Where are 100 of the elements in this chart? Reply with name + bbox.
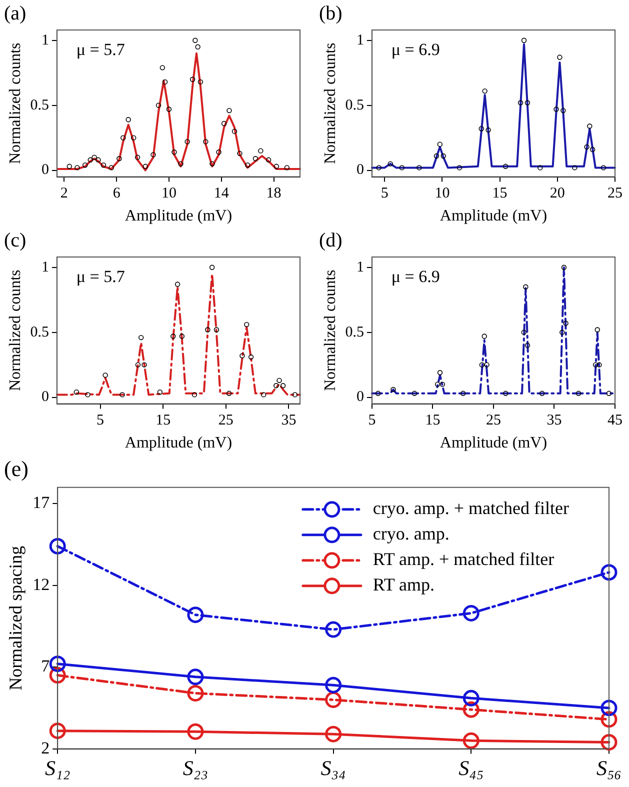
y-tick-label: 0.5 [345, 324, 364, 340]
point [120, 135, 126, 140]
point [478, 126, 484, 132]
point [142, 164, 148, 170]
y-tick-label: 1 [356, 32, 364, 48]
chart-title: (e) [4, 456, 28, 481]
point [503, 390, 508, 396]
point [248, 354, 254, 360]
point [195, 44, 200, 50]
point [524, 100, 530, 106]
y-tick-label: 0 [356, 389, 364, 406]
x-axis-title: Amplitude (mV) [440, 434, 548, 452]
x-tick-label: 14 [214, 186, 230, 202]
point [554, 106, 559, 112]
point [258, 148, 264, 154]
x-tick-label: 15 [492, 186, 508, 202]
point [600, 700, 618, 716]
x-tick-label: 20 [550, 186, 565, 202]
point [150, 152, 156, 158]
point [166, 106, 172, 112]
point [252, 156, 258, 162]
point [462, 604, 480, 622]
x-axis-title: Amplitude (mV) [124, 434, 232, 452]
point [187, 668, 204, 686]
x-tick-label: 25 [486, 412, 501, 429]
point [244, 322, 250, 328]
line-series [56, 272, 301, 396]
y-tick-label: 0.5 [345, 97, 364, 114]
point [576, 390, 582, 396]
point [390, 386, 396, 392]
point [138, 334, 144, 340]
point [134, 154, 140, 160]
annotation: μ = 6.9 [391, 266, 440, 286]
x-tick-label: 10 [161, 186, 176, 202]
point [174, 282, 180, 287]
point [416, 165, 422, 170]
x-tick-label: S₃₄ [320, 756, 346, 780]
point [388, 161, 393, 166]
point [178, 161, 184, 166]
x-tick-label: 45 [608, 412, 622, 429]
x-tick-label: S₁₂ [45, 756, 70, 780]
annotation: μ = 6.9 [391, 40, 440, 59]
point [462, 690, 480, 706]
point [502, 164, 508, 170]
point [600, 734, 618, 751]
point [49, 722, 66, 740]
y-tick-label: 0 [41, 162, 49, 178]
point [434, 153, 440, 159]
point [376, 165, 382, 170]
point [412, 390, 418, 396]
point [606, 390, 612, 396]
point [162, 79, 168, 85]
point [596, 362, 602, 368]
point [482, 88, 488, 94]
x-tick-label: S₄₅ [458, 756, 484, 780]
point [92, 154, 97, 160]
point [560, 330, 565, 335]
point [521, 330, 526, 335]
point [437, 142, 443, 147]
point [192, 392, 198, 398]
point [399, 165, 404, 170]
y-tick-label: 17 [32, 493, 50, 512]
point [135, 362, 141, 368]
x-tick-label: S₂₃ [182, 756, 208, 780]
point [221, 120, 227, 126]
annotation: μ = 5.7 [76, 40, 126, 59]
y-tick-label: 1 [41, 259, 49, 276]
chart-title: (c) [4, 229, 26, 252]
point [116, 156, 122, 162]
point [563, 320, 568, 326]
point [108, 165, 114, 170]
point [244, 162, 250, 168]
point [187, 606, 204, 624]
point [539, 390, 545, 396]
point [440, 382, 446, 387]
point [157, 390, 163, 395]
point [460, 390, 466, 396]
point [325, 676, 342, 694]
point [521, 38, 527, 43]
point [280, 383, 286, 388]
legend-label: RT amp. [372, 574, 435, 595]
chart-title: (a) [4, 2, 26, 24]
point [375, 390, 381, 396]
x-tick-label: 35 [546, 412, 562, 429]
point [437, 370, 443, 376]
point [561, 264, 567, 270]
x-tick-label: 25 [218, 412, 234, 429]
legend-label: cryo. amp. + matched filter [372, 498, 570, 518]
point [187, 723, 204, 740]
x-axis-title: Amplitude (mV) [124, 208, 232, 225]
point [434, 382, 440, 387]
x-tick-label: 18 [266, 186, 282, 202]
point [131, 135, 136, 140]
chart-title: (d) [319, 229, 342, 252]
point [560, 108, 566, 114]
point [572, 165, 578, 170]
point [156, 102, 162, 108]
point [484, 362, 490, 368]
point [284, 165, 290, 170]
point [184, 139, 190, 144]
